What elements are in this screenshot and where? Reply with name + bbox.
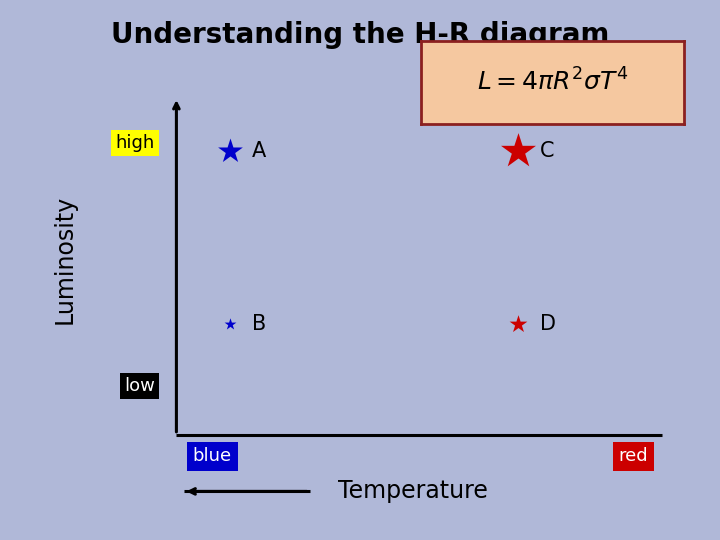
Text: Understanding the H-R diagram: Understanding the H-R diagram: [111, 21, 609, 49]
Point: [513, 147, 524, 156]
Text: low: low: [124, 377, 155, 395]
Text: high: high: [115, 134, 155, 152]
Text: Luminosity: Luminosity: [53, 194, 77, 324]
Text: Temperature: Temperature: [338, 480, 488, 503]
Text: C: C: [540, 141, 554, 161]
Point: [225, 320, 236, 328]
Text: red: red: [618, 447, 649, 465]
Text: blue: blue: [193, 447, 232, 465]
Text: A: A: [252, 141, 266, 161]
Point: [225, 147, 236, 156]
Text: $L = 4\pi R^2 \sigma T^4$: $L = 4\pi R^2 \sigma T^4$: [477, 69, 629, 96]
Point: [513, 320, 524, 328]
Text: D: D: [540, 314, 556, 334]
Text: B: B: [252, 314, 266, 334]
